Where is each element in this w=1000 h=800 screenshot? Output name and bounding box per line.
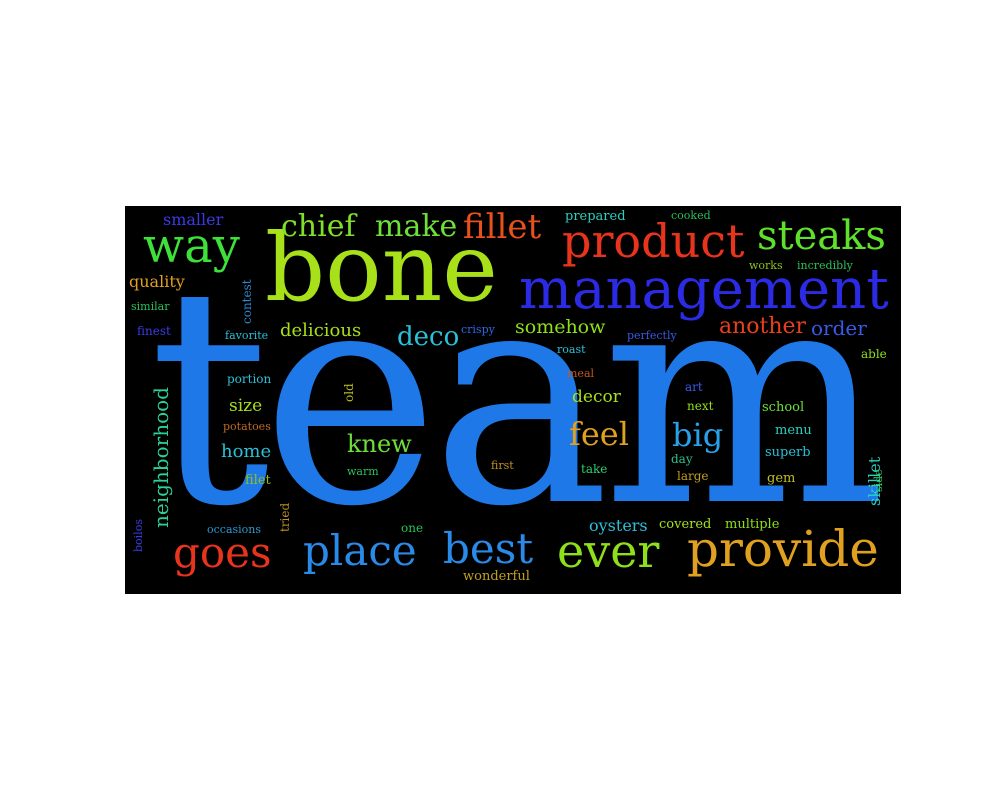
word-delicious: delicious (280, 320, 362, 341)
word-favorite: favorite (225, 329, 269, 342)
word-place: place (303, 526, 417, 575)
word-make: make (375, 209, 458, 244)
word-product: product (562, 214, 745, 268)
word-able: able (861, 347, 887, 361)
word-incredibly: incredibly (797, 259, 853, 272)
word-order: order (811, 316, 867, 340)
word-knew: knew (347, 430, 412, 458)
word-bone: bone (265, 214, 498, 323)
word-first: first (491, 459, 514, 472)
word-similar: similar (131, 300, 170, 313)
word-menu: menu (775, 423, 812, 438)
word-feel: feel (569, 415, 629, 453)
word-perfectly: perfectly (627, 329, 677, 342)
word-home: home (221, 441, 272, 462)
word-day: day (671, 452, 693, 466)
word-best: best (443, 524, 534, 573)
word-quality: quality (129, 272, 185, 291)
word-side: side (872, 469, 885, 492)
word-management: management (519, 257, 889, 322)
word-superb: superb (765, 445, 811, 460)
word-art: art (685, 380, 703, 394)
word-another: another (719, 314, 807, 339)
word-next: next (687, 399, 714, 413)
word-finest: finest (137, 324, 171, 338)
word-big: big (672, 416, 724, 454)
word-cooked: cooked (671, 209, 711, 222)
word-school: school (762, 400, 805, 415)
word-decor: decor (572, 387, 621, 407)
word-somehow: somehow (515, 316, 606, 338)
word-warm: warm (347, 465, 379, 478)
word-oysters: oysters (589, 516, 648, 535)
word-chief: chief (281, 209, 356, 244)
word-ever: ever (557, 524, 660, 578)
word-smaller: smaller (163, 210, 224, 229)
word-team: team (149, 223, 886, 572)
word-size: size (229, 396, 263, 416)
word-deco: deco (397, 322, 460, 352)
word-filet: filet (245, 473, 271, 488)
word-wonderful: wonderful (463, 569, 530, 584)
word-tried: tried (278, 502, 292, 532)
word-covered: covered (659, 517, 712, 532)
word-goes: goes (173, 528, 272, 577)
word-works: works (749, 259, 783, 272)
word-steaks: steaks (757, 213, 886, 259)
word-cloud: team bone management product steaks way … (125, 206, 901, 594)
word-contest: contest (240, 279, 254, 324)
word-meal: meal (567, 367, 595, 380)
word-crispy: crispy (461, 323, 495, 336)
word-way: way (143, 218, 240, 274)
word-occasions: occasions (207, 523, 262, 536)
word-multiple: multiple (725, 517, 780, 532)
word-provide: provide (687, 520, 879, 578)
word-potatoes: potatoes (223, 420, 271, 433)
word-old: old (342, 383, 356, 402)
word-neighborhood: neighborhood (149, 387, 173, 528)
word-fillet: fillet (463, 207, 542, 247)
word-roast: roast (557, 343, 586, 356)
word-prepared: prepared (565, 209, 626, 224)
word-one: one (401, 521, 424, 535)
word-gem: gem (767, 471, 796, 486)
word-take: take (581, 462, 608, 476)
word-large: large (677, 469, 709, 483)
word-portion: portion (227, 372, 272, 386)
word-boilos: boilos (132, 519, 145, 552)
